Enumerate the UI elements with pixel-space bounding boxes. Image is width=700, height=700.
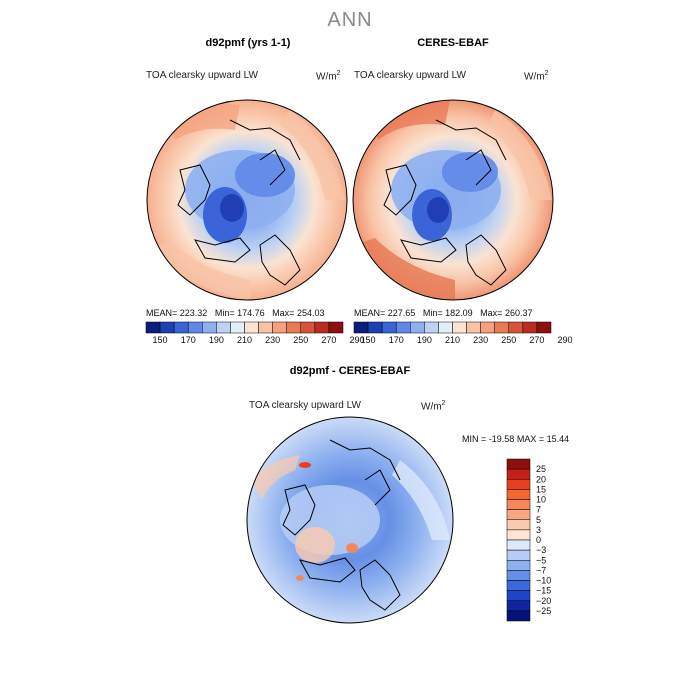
- colorbar2-swatch: [367, 321, 383, 334]
- colorbar1-swatch: [145, 321, 161, 334]
- colorbar2-swatch: [452, 321, 467, 334]
- colorbar3-tick-label: −7: [536, 565, 546, 575]
- panel3-units: W/m2: [421, 400, 446, 413]
- colorbar2-tick-label: 230: [473, 335, 488, 345]
- colorbar2-tick-label: 170: [389, 335, 404, 345]
- panel2-title: CERES-EBAF: [417, 37, 489, 49]
- colorbar2-swatch: [494, 321, 510, 334]
- colorbar3-tick-label: −25: [536, 606, 551, 616]
- colorbar3-swatch: [506, 539, 531, 551]
- colorbar2-tick-label: 270: [529, 335, 544, 345]
- colorbar2-tick-label: 250: [501, 335, 516, 345]
- colorbar1-swatch: [300, 321, 316, 334]
- colorbar3-swatch: [506, 610, 531, 622]
- colorbar3-swatch: [506, 529, 531, 541]
- panel1-stats: MEAN= 223.32 Min= 174.76 Max= 254.03: [146, 308, 325, 318]
- colorbar2-swatch: [424, 321, 439, 334]
- panel3-variable: TOA clearsky upward LW: [249, 400, 361, 411]
- colorbar2-swatch: [480, 321, 495, 334]
- colorbar1-tick-label: 250: [293, 335, 308, 345]
- panel2-variable: TOA clearsky upward LW: [354, 70, 466, 81]
- panel2-stats: MEAN= 227.65 Min= 182.09 Max= 260.37: [354, 308, 533, 318]
- colorbar1-tick-label: 210: [237, 335, 252, 345]
- colorbar1-swatch: [173, 321, 189, 334]
- colorbar3-tick-label: 3: [536, 525, 541, 535]
- colorbar1-swatch: [272, 321, 287, 334]
- colorbar2-swatch: [466, 321, 481, 334]
- map3: [246, 416, 454, 624]
- colorbar3-tick-label: 20: [536, 474, 546, 484]
- colorbar3-tick-label: 15: [536, 484, 546, 494]
- panel2-units: W/m2: [524, 70, 549, 83]
- colorbar3-tick-label: −3: [536, 545, 546, 555]
- panel1-variable: TOA clearsky upward LW: [146, 70, 258, 81]
- colorbar-panel1: 150 170 190 210 230 250 270 290: [145, 321, 365, 345]
- colorbar2-tick-label: 150: [361, 335, 376, 345]
- colorbar1-swatch: [244, 321, 259, 334]
- colorbar1-tick-label: 170: [181, 335, 196, 345]
- colorbar3-swatch: [506, 479, 531, 490]
- colorbar2-swatch: [536, 321, 552, 334]
- colorbar1-swatch: [216, 321, 231, 334]
- colorbar2-swatch: [438, 321, 453, 334]
- colorbar3-swatch: [506, 600, 531, 612]
- colorbar1-swatch: [202, 321, 217, 334]
- figure-title: ANN: [327, 9, 373, 31]
- colorbar1-swatch: [258, 321, 273, 334]
- colorbar3-swatch: [506, 560, 531, 571]
- colorbar3-tick-label: 25: [536, 464, 546, 474]
- colorbar1-tick-label: 190: [209, 335, 224, 345]
- colorbar3-swatch: [506, 580, 531, 591]
- colorbar3-tick-label: 0: [536, 535, 541, 545]
- colorbar1-tick-label: 150: [153, 335, 168, 345]
- colorbar3-swatch: [506, 468, 531, 480]
- colorbar3-swatch: [506, 519, 531, 531]
- colorbar2-swatch: [381, 321, 397, 334]
- colorbar1-swatch: [328, 321, 344, 334]
- colorbar-panel2: 150 170 190 210 230 250 270 290: [353, 321, 573, 345]
- colorbar1-tick-label: 230: [265, 335, 280, 345]
- panel3-stats: MIN = -19.58 MAX = 15.44: [462, 434, 570, 444]
- colorbar1-tick-label: 270: [321, 335, 336, 345]
- colorbar3-swatch: [506, 570, 531, 581]
- colorbar2-tick-label: 190: [417, 335, 432, 345]
- colorbar2-swatch: [410, 321, 425, 334]
- colorbar2-swatch: [395, 321, 411, 334]
- colorbar3-swatch: [506, 549, 531, 561]
- colorbar1-swatch: [159, 321, 175, 334]
- colorbar1-swatch: [230, 321, 245, 334]
- colorbar3-tick-label: −15: [536, 586, 551, 596]
- colorbar2-swatch: [522, 321, 538, 334]
- colorbar3-tick-label: −20: [536, 596, 551, 606]
- colorbar3-swatch: [506, 590, 531, 601]
- colorbar3-tick-label: 10: [536, 495, 546, 505]
- map2: [352, 99, 554, 301]
- colorbar1-swatch: [286, 321, 302, 334]
- colorbar2-swatch: [508, 321, 524, 334]
- colorbar3-swatch: [506, 489, 531, 500]
- colorbar3-swatch: [506, 458, 531, 470]
- colorbar2-swatch: [353, 321, 369, 334]
- panel1-title: d92pmf (yrs 1-1): [205, 37, 291, 49]
- colorbar3-tick-label: −5: [536, 555, 546, 565]
- colorbar3-swatch: [506, 509, 531, 520]
- colorbar2-tick-label: 290: [558, 335, 573, 345]
- colorbar1-swatch: [314, 321, 330, 334]
- colorbar1-swatch: [187, 321, 203, 334]
- colorbar3-tick-label: −10: [536, 576, 551, 586]
- colorbar3-tick-label: 7: [536, 505, 541, 515]
- panel1-units: W/m2: [316, 70, 341, 83]
- colorbar3-tick-label: 5: [536, 515, 541, 525]
- colorbar3-swatch: [506, 499, 531, 510]
- colorbar2-tick-label: 210: [445, 335, 460, 345]
- panel3-title: d92pmf - CERES-EBAF: [289, 365, 411, 377]
- map1: [146, 99, 348, 301]
- colorbar1-tick-label: 290: [350, 335, 365, 345]
